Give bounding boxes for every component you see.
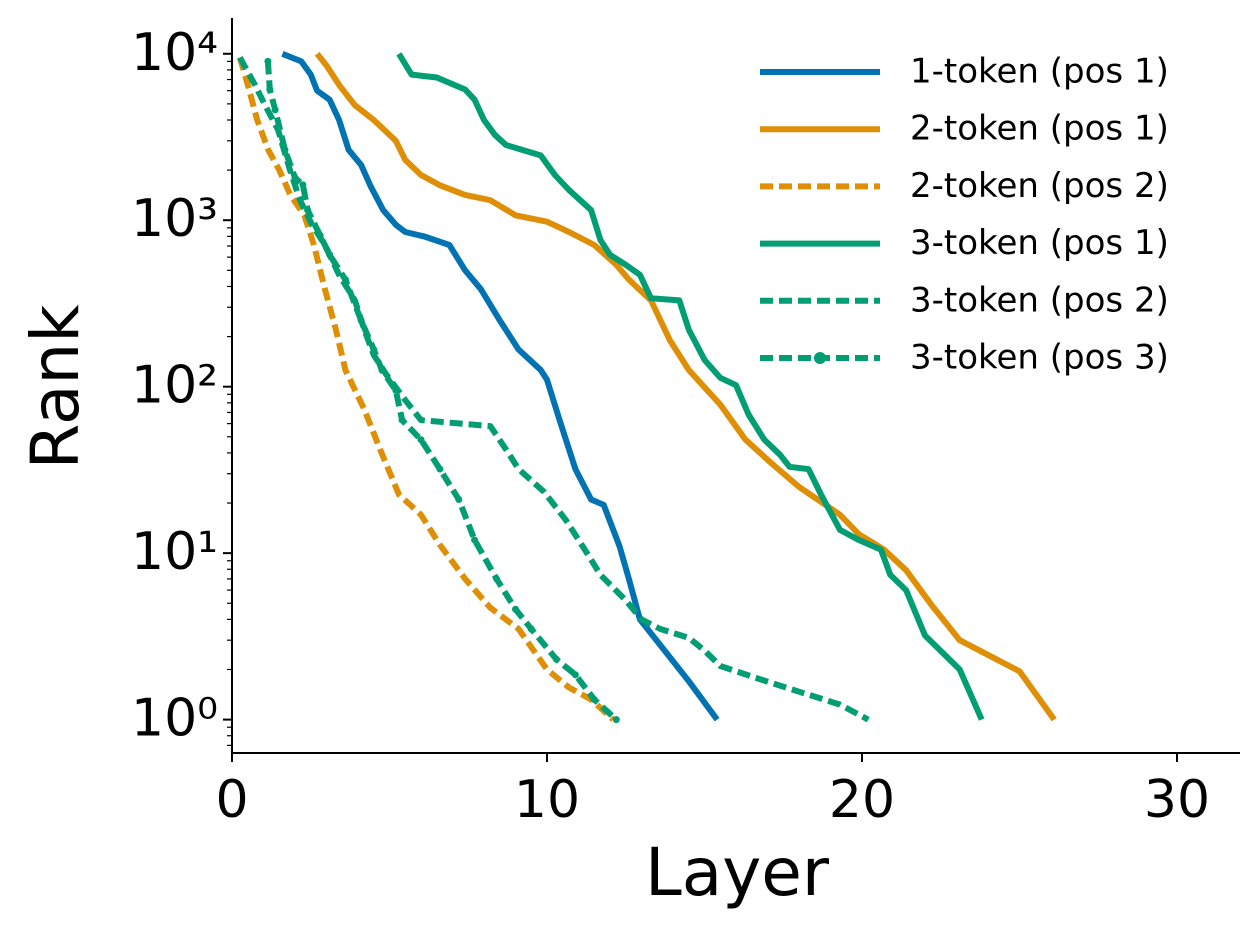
point-marker	[326, 251, 334, 259]
point-marker	[291, 174, 299, 182]
point-marker	[398, 416, 406, 424]
x-tick-label: 30	[1144, 770, 1210, 830]
legend-label: 3-token (pos 1)	[910, 223, 1169, 263]
legend-label: 3-token (pos 3)	[910, 338, 1169, 378]
point-marker	[281, 146, 289, 154]
legend-label: 1-token (pos 1)	[910, 52, 1169, 92]
x-tick-label: 0	[215, 770, 248, 830]
series-line	[281, 51, 720, 722]
point-marker	[571, 671, 579, 679]
point-marker	[316, 231, 324, 239]
point-marker	[341, 276, 349, 284]
series-line	[314, 51, 1057, 722]
series-line	[264, 61, 619, 722]
point-marker	[357, 316, 365, 324]
series-line	[396, 52, 985, 721]
point-marker	[264, 57, 272, 65]
x-tick-label: 20	[829, 770, 895, 830]
point-marker	[266, 85, 274, 93]
point-marker	[299, 181, 307, 189]
y-axis-label: Rank	[17, 304, 94, 470]
point-marker	[493, 575, 501, 583]
y-tick-label: 10³	[131, 189, 218, 249]
y-tick-label: 10¹	[131, 522, 218, 582]
x-axis-label: Layer	[645, 834, 830, 911]
series-line	[237, 56, 616, 722]
y-tick-label: 10⁰	[131, 689, 218, 749]
series-line	[237, 56, 870, 723]
point-marker	[612, 716, 620, 724]
point-marker	[271, 106, 279, 114]
legend-label: 2-token (pos 2)	[910, 166, 1169, 206]
point-marker	[455, 496, 463, 504]
point-marker	[378, 366, 386, 374]
legend-marker	[814, 352, 826, 364]
point-marker	[590, 696, 598, 704]
y-tick-label: 10⁴	[131, 23, 218, 83]
legend-label: 3-token (pos 2)	[910, 280, 1169, 320]
point-marker	[304, 206, 312, 214]
y-tick-label: 10²	[131, 356, 218, 416]
point-marker	[436, 465, 444, 473]
point-marker	[370, 346, 378, 354]
point-marker	[512, 605, 519, 613]
point-marker	[527, 625, 535, 633]
legend-label: 2-token (pos 1)	[910, 109, 1169, 149]
point-marker	[552, 655, 560, 663]
point-marker	[392, 386, 400, 394]
point-marker	[417, 436, 425, 444]
x-tick-label: 10	[514, 770, 580, 830]
point-marker	[471, 536, 479, 544]
